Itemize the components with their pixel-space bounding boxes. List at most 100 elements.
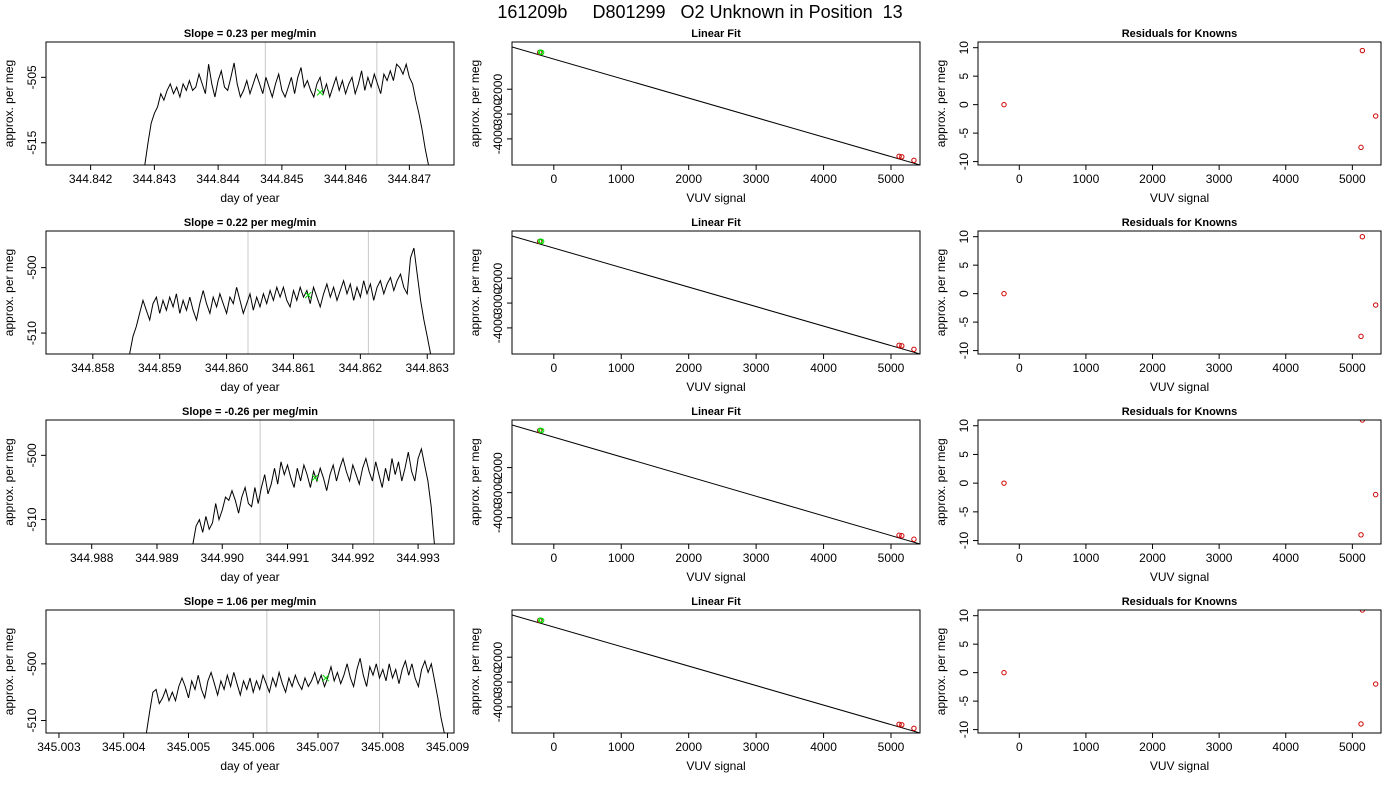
panel-3-1-series-line — [192, 446, 435, 544]
panel-2-3-ytick-label-2: 5 — [957, 262, 971, 269]
panel-2-3-xtick-label-2: 1000 — [1073, 361, 1100, 375]
panel-1-1-xtick-label-3: 344.844 — [196, 172, 240, 186]
panel-3-3-xtick-label-6: 5000 — [1339, 551, 1366, 565]
panel-1-2-frame — [511, 41, 921, 166]
panel-1-3-xtick-label-2: 1000 — [1073, 172, 1100, 186]
panel-4-3-residual-point-2 — [1359, 610, 1366, 613]
panel-1-2-ytick-label-1: -2000 — [491, 74, 505, 105]
panel-4-3-residual-point-4 — [1372, 681, 1379, 687]
panel-1-3-residual-point-1 — [1001, 101, 1007, 108]
panel-1-1-xtick-label-6: 344.847 — [388, 172, 432, 186]
panel-1-3-ytick-label-1: 10 — [957, 41, 971, 55]
panel-3-2-unknown-point-2 — [538, 427, 545, 434]
panel-3-3-plot-area — [1001, 420, 1379, 538]
panel-1-1-xlabel: day of year — [220, 191, 279, 205]
panel-3-1-xtick-label-2: 344.989 — [135, 551, 179, 565]
panel-2-3-xtick-label-6: 5000 — [1339, 361, 1366, 375]
panel-2-3-ytick-label-1: 10 — [957, 230, 971, 244]
panel-3-1-ytick-label-2: -510 — [25, 507, 39, 531]
panel-1-2-xtick-label-4: 3000 — [743, 172, 770, 186]
panel-1-1-ytick-label-2: -515 — [25, 130, 39, 154]
panel-3-1-xtick-label-3: 344.990 — [201, 551, 245, 565]
panel-4-3-residual-point-1 — [1001, 669, 1007, 676]
panel-4-3-plot-area — [1001, 610, 1379, 727]
panel-3-3-residual-point-3 — [1358, 532, 1364, 538]
panel-2-3-plot-area — [1001, 233, 1379, 340]
panel-3-2-title: Linear Fit — [691, 406, 741, 418]
panel-2-3-xtick-label-5: 4000 — [1272, 361, 1299, 375]
panel-4-3-xtick-label-6: 5000 — [1339, 740, 1366, 754]
panel-3-2-xtick-label-2: 1000 — [608, 551, 635, 565]
panel-4-1-xtick-label-7: 345.009 — [426, 740, 470, 754]
panel-4-3-ylabel: approx. per meg — [934, 628, 948, 715]
panel-3-3-residual-point-2 — [1359, 420, 1366, 423]
panel-4-1-xtick-label-5: 345.007 — [296, 740, 340, 754]
panel-1-3-ylabel: approx. per meg — [934, 60, 948, 147]
panel-4-3-xtick-label-1: 0 — [1016, 740, 1023, 754]
panel-2-1-xtick-label-4: 344.861 — [272, 361, 316, 375]
panel-2-1-xtick-label-6: 344.863 — [406, 361, 450, 375]
panel-2-2-xtick-label-1: 0 — [550, 361, 557, 375]
panel-1-3-ytick-label-3: 0 — [957, 101, 971, 108]
panel-2-2-frame — [511, 230, 921, 355]
panel-3-1-xtick-label-1: 344.988 — [70, 551, 114, 565]
panel-4-1-xtick-label-4: 345.006 — [232, 740, 276, 754]
panel-2-1-xtick-label-5: 344.862 — [339, 361, 383, 375]
panel-3-2-known-point-2 — [896, 532, 902, 538]
panel-4-3-ytick-label-1: 10 — [957, 609, 971, 623]
panel-3-1-frame — [45, 419, 455, 545]
panel-1-2-xlabel: VUV signal — [686, 191, 745, 205]
panel-2-3-residual-point-4 — [1372, 302, 1379, 308]
panel-1-1-series-line — [144, 62, 429, 165]
panel-2-2-known-point-2 — [896, 342, 902, 349]
panel-2-1-ylabel: approx. per meg — [2, 249, 16, 336]
panel-4-1-xtick-label-3: 345.005 — [167, 740, 211, 754]
panel-4-3-ytick-label-5: -10 — [957, 721, 971, 739]
panel-2-2-xtick-label-6: 5000 — [878, 361, 905, 375]
panel-3-3-ytick-label-2: 5 — [957, 451, 971, 458]
panel-2-3-frame — [977, 230, 1382, 355]
panel-2-3-title: Residuals for Knowns — [1122, 217, 1238, 229]
panel-1-2-xtick-label-6: 5000 — [878, 172, 905, 186]
panel-4-2-title: Linear Fit — [691, 596, 741, 608]
panel-3-1-xtick-label-4: 344.991 — [266, 551, 310, 565]
panel-3-2-xtick-label-1: 0 — [550, 551, 557, 565]
panel-3-3-frame — [977, 419, 1382, 545]
panel-3-2-xtick-label-4: 3000 — [743, 551, 770, 565]
panel-1-3-plot-area — [1001, 47, 1379, 151]
panel-2-2-unknown-point-2 — [538, 238, 545, 245]
panel-4-2-ytick-label-3: -4000 — [491, 691, 505, 722]
panel-3-3-residual-point-1 — [1001, 480, 1007, 486]
panel-1-3-title: Residuals for Knowns — [1122, 28, 1238, 40]
panel-1-2-known-point-4 — [911, 157, 917, 163]
panel-2-2-xlabel: VUV signal — [686, 380, 745, 394]
panel-1-2-xtick-label-3: 2000 — [675, 172, 702, 186]
panel-4-1-xtick-label-2: 345.004 — [102, 740, 146, 754]
panel-2-3-xtick-label-4: 3000 — [1206, 361, 1233, 375]
panel-3-3-xtick-label-2: 1000 — [1073, 551, 1100, 565]
panel-1-3-residual-point-3 — [1358, 144, 1364, 151]
panel-3-3-residual-point-4 — [1372, 491, 1379, 498]
panel-1-3-ytick-label-4: -5 — [957, 127, 971, 138]
panel-1-2-ytick-label-3: -4000 — [491, 123, 505, 154]
panel-3-2-known-point-3 — [899, 533, 905, 539]
panel-2-1-frame — [45, 230, 455, 355]
panel-1-2-known-point-3 — [899, 154, 905, 160]
panel-4-1-xlabel: day of year — [220, 759, 279, 773]
panel-3-3-xlabel: VUV signal — [1150, 570, 1209, 584]
panel-2-2-ytick-label-2: -3000 — [491, 287, 505, 318]
panel-1-3-xtick-label-6: 5000 — [1339, 172, 1366, 186]
panel-4-1-series-line — [145, 658, 445, 733]
panel-2-2-xtick-label-2: 1000 — [608, 361, 635, 375]
panel-2-2-ylabel: approx. per meg — [468, 249, 482, 336]
panel-4-3-xtick-label-4: 3000 — [1206, 740, 1233, 754]
panel-4-2-known-point-2 — [896, 721, 902, 728]
panel-4-3-frame — [977, 609, 1382, 734]
panel-4-3-title: Residuals for Knowns — [1122, 596, 1238, 608]
panel-3-3-ytick-label-3: 0 — [957, 479, 971, 486]
panel-3-1-xtick-label-5: 344.992 — [331, 551, 375, 565]
panel-3-1-xlabel: day of year — [220, 570, 279, 584]
panel-2-3-ylabel: approx. per meg — [934, 249, 948, 336]
panel-2-3-xtick-label-1: 0 — [1016, 361, 1023, 375]
panel-1-2-xtick-label-5: 4000 — [810, 172, 837, 186]
